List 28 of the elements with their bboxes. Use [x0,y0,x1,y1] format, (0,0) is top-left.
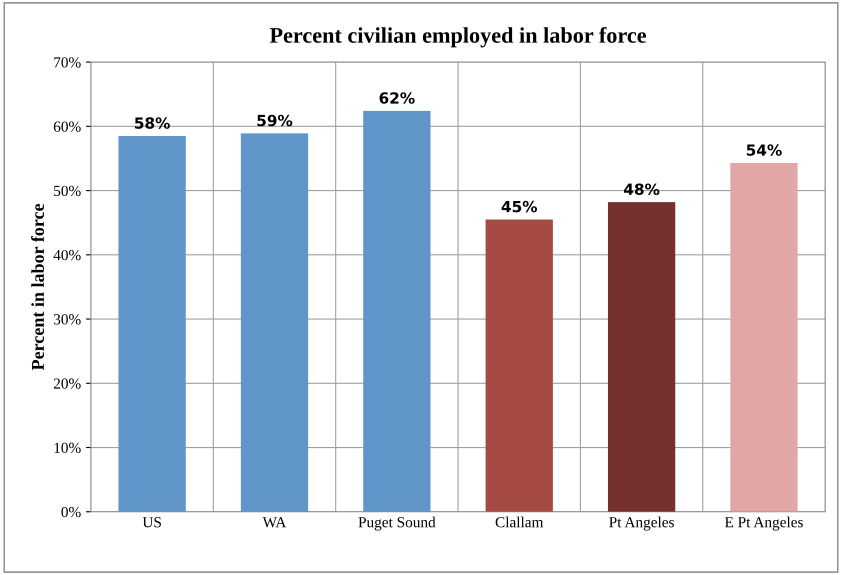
y-tick-label: 60% [54,121,81,132]
y-axis-title: Percent in labor force [31,204,44,370]
data-label: 48% [624,183,660,196]
y-tick-label: 30% [54,314,81,325]
y-tick-label: 0% [61,506,81,518]
y-tick-label: 50% [54,186,81,196]
bar [240,133,308,512]
data-label: 58% [135,117,170,129]
bar [118,136,186,512]
bar [363,110,431,512]
y-tick-label: 40% [54,250,81,260]
bar [730,162,798,512]
data-label: 45% [502,200,538,212]
x-tick-label: E Pt Angeles [724,516,803,531]
y-tick-label: 70% [54,57,81,68]
x-tick-label: WA [262,517,286,528]
y-tick-label: 20% [54,378,81,389]
x-tick-label: US [142,517,161,528]
x-tick-label: Clallam [496,516,544,528]
x-tick-label: Pt Angeles [609,516,674,531]
bar [486,219,553,512]
x-tick-label: Puget Sound [358,516,436,531]
y-tick-label: 10% [54,442,81,454]
chart-title: Percent civilian employed in labor force [270,27,646,48]
data-label: 62% [380,92,415,104]
data-label: 59% [257,114,292,126]
bar [608,202,676,512]
data-label: 54% [746,144,782,156]
